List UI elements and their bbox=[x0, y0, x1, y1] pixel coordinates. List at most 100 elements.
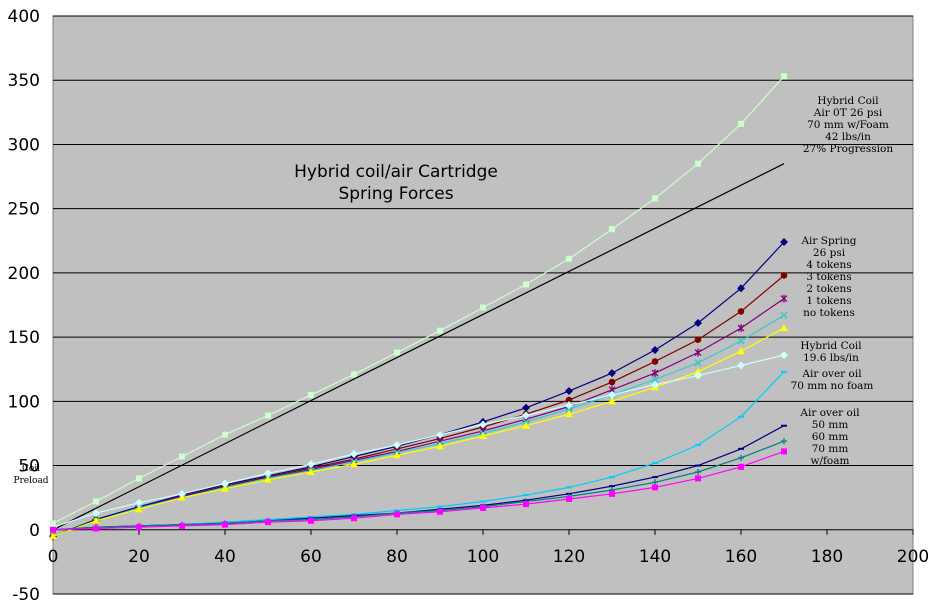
data-point bbox=[737, 337, 745, 345]
series-7 bbox=[49, 351, 788, 532]
data-point bbox=[523, 281, 529, 288]
data-point bbox=[135, 498, 143, 507]
annotation-line: 60 mm bbox=[812, 431, 849, 443]
annotation-line: w/foam bbox=[811, 455, 850, 467]
data-point bbox=[694, 336, 702, 343]
annotation-line: 70 mm bbox=[812, 443, 849, 455]
data-point bbox=[737, 284, 745, 293]
data-point bbox=[265, 519, 271, 526]
annotation-line: 42 lbs/in bbox=[825, 131, 871, 143]
data-point bbox=[92, 516, 100, 524]
data-point bbox=[652, 484, 658, 491]
data-point bbox=[566, 255, 572, 262]
data-point bbox=[393, 451, 401, 459]
data-point bbox=[780, 311, 788, 319]
annotations: Hybrid Coil Air 0T 26 psi 70 mm w/Foam 4… bbox=[13, 95, 893, 486]
data-point bbox=[480, 304, 486, 311]
x-tick-label: 60 bbox=[300, 547, 322, 567]
y-tick-label: 350 bbox=[8, 71, 40, 91]
annotation-air-spring: Air Spring 26 psi 4 tokens 3 tokens 2 to… bbox=[800, 235, 856, 319]
data-point bbox=[136, 475, 142, 482]
data-point bbox=[265, 412, 271, 419]
data-point bbox=[522, 411, 530, 420]
data-point bbox=[222, 431, 228, 438]
data-point bbox=[651, 345, 659, 354]
y-tick-label: 250 bbox=[8, 200, 40, 220]
data-point bbox=[93, 525, 99, 532]
series-line bbox=[52, 241, 785, 537]
data-point bbox=[781, 73, 787, 80]
data-point bbox=[781, 438, 787, 445]
data-point bbox=[651, 358, 659, 365]
data-point bbox=[609, 226, 615, 233]
data-point bbox=[565, 396, 573, 404]
annotation-line: Air over oil bbox=[799, 407, 860, 419]
x-tick-label: 120 bbox=[553, 547, 585, 567]
data-point bbox=[308, 391, 314, 398]
series-line bbox=[52, 163, 785, 531]
y-tick-label: 150 bbox=[8, 328, 40, 348]
annotation-line: 1 tokens bbox=[806, 295, 851, 307]
data-point bbox=[178, 489, 186, 498]
data-point bbox=[695, 468, 701, 475]
data-point bbox=[694, 371, 702, 380]
x-axis-ticks: 0 20 40 60 80 100 120 140 160 180 200 bbox=[48, 529, 929, 567]
data-point bbox=[608, 369, 616, 378]
data-point bbox=[437, 327, 443, 334]
annotation-line: 70 mm w/Foam bbox=[807, 119, 889, 131]
data-point bbox=[393, 441, 401, 450]
annotation-air-over-oil-foam: Air over oil 50 mm 60 mm 70 mm w/foam bbox=[799, 407, 860, 467]
data-point bbox=[479, 432, 487, 440]
data-point bbox=[264, 475, 272, 483]
series-line bbox=[52, 75, 785, 524]
y-axis-ticks: -50 0 50 100 150 200 250 300 350 400 bbox=[8, 7, 40, 605]
annotation-air-over-oil-no-foam: Air over oil 70 mm no foam bbox=[791, 368, 874, 392]
data-point bbox=[565, 401, 573, 410]
data-point bbox=[179, 522, 185, 529]
series-line bbox=[52, 354, 785, 528]
data-point bbox=[694, 318, 702, 327]
chart-title-line-2: Spring Forces bbox=[338, 184, 453, 204]
data-point bbox=[49, 532, 57, 540]
annotation-line: Coil bbox=[22, 464, 40, 474]
y-tick-label: 200 bbox=[8, 264, 40, 284]
annotation-line: 19.6 lbs/in bbox=[803, 352, 859, 364]
series-11 bbox=[50, 448, 787, 533]
annotation-line: Preload bbox=[13, 476, 48, 486]
data-point bbox=[437, 508, 443, 515]
data-point bbox=[136, 524, 142, 531]
annotation-coil-preload: Coil Preload bbox=[13, 464, 48, 486]
data-point bbox=[480, 504, 486, 511]
data-point bbox=[222, 521, 228, 528]
data-point bbox=[566, 495, 572, 502]
data-point bbox=[608, 397, 616, 405]
data-point bbox=[651, 375, 659, 384]
data-point bbox=[93, 498, 99, 505]
data-point bbox=[221, 479, 229, 488]
series-group bbox=[49, 73, 788, 541]
data-point bbox=[523, 501, 529, 508]
data-point bbox=[479, 420, 487, 429]
x-tick-label: 180 bbox=[811, 547, 843, 567]
x-tick-label: 200 bbox=[897, 547, 929, 567]
series-line bbox=[52, 327, 785, 537]
annotation-line: 27% Progression bbox=[803, 143, 893, 155]
data-point bbox=[436, 442, 444, 450]
data-point bbox=[651, 380, 659, 389]
x-tick-label: 0 bbox=[48, 547, 59, 567]
y-tick-label: 50 bbox=[18, 457, 40, 477]
annotation-line: Hybrid Coil bbox=[817, 95, 879, 107]
y-tick-label: -50 bbox=[12, 585, 40, 605]
data-point bbox=[436, 430, 444, 439]
data-point bbox=[695, 160, 701, 167]
y-tick-label: 0 bbox=[29, 521, 40, 541]
data-point bbox=[522, 421, 530, 429]
data-point bbox=[608, 390, 616, 399]
y-tick-label: 300 bbox=[8, 135, 40, 155]
data-point bbox=[738, 463, 744, 470]
annotation-line: 70 mm no foam bbox=[791, 380, 874, 392]
data-point bbox=[651, 369, 659, 378]
data-point bbox=[179, 453, 185, 460]
annotation-line: 2 tokens bbox=[806, 283, 851, 295]
